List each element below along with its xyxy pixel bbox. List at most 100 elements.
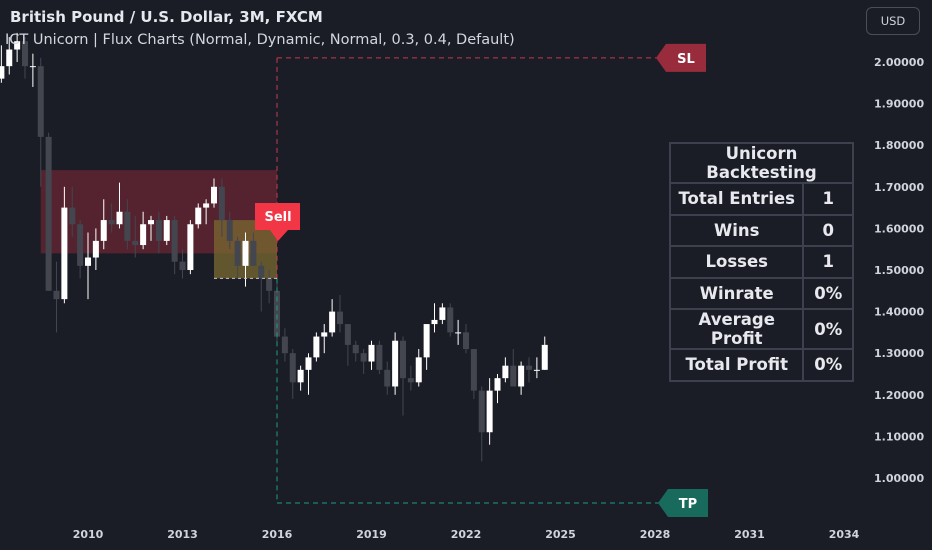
sl-tag-shape <box>656 43 706 72</box>
x-tick-label: 2028 <box>640 528 671 541</box>
sell-label: Sell <box>264 210 291 225</box>
candle-body <box>203 203 210 208</box>
candle-body <box>100 220 107 241</box>
y-tick-label: 1.30000 <box>874 347 924 360</box>
row-label: Total Entries <box>668 182 805 216</box>
candle-body <box>541 344 548 370</box>
candle-body <box>439 307 446 320</box>
candle-body <box>455 332 462 334</box>
candle-body <box>352 344 359 354</box>
candle-body <box>415 357 422 383</box>
x-tick-label: 2019 <box>356 528 387 541</box>
candle-body <box>266 278 273 291</box>
sell-tag-shape <box>255 203 300 241</box>
y-tick-label: 1.40000 <box>874 306 924 319</box>
candle-body <box>250 240 257 266</box>
y-tick-label: 1.20000 <box>874 389 924 402</box>
candle-body <box>510 365 517 387</box>
candle-body <box>61 207 68 300</box>
candle-body <box>526 365 532 370</box>
row-value: 0% <box>802 276 854 310</box>
candle-body <box>37 66 44 137</box>
sl-label: SL <box>677 52 695 67</box>
sl-tag: SL <box>656 43 706 72</box>
backtest-table: Unicorn Backtesting Total Entries 1 Wins 0… <box>668 142 854 382</box>
tp-tag: TP <box>658 488 708 517</box>
y-tick-label: 1.00000 <box>874 472 924 485</box>
candle-body <box>313 336 320 358</box>
indicator-label[interactable]: ICT Unicorn | Flux Charts (Normal, Dynam… <box>5 32 515 48</box>
row-label: Wins <box>668 213 805 247</box>
chart-title: British Pound / U.S. Dollar, 3M, FXCM <box>10 8 323 26</box>
candle-body <box>407 378 414 383</box>
candle-body <box>211 186 217 204</box>
candle-body <box>502 365 509 379</box>
row-value: 1 <box>802 182 854 216</box>
candle-body <box>463 332 469 350</box>
candle-body <box>45 136 52 291</box>
candle-body <box>155 220 162 241</box>
x-tick-label: 2013 <box>167 528 198 541</box>
candle-body <box>6 49 13 67</box>
table-row: Average Profit 0% <box>668 308 854 350</box>
candle-body <box>92 240 99 258</box>
row-value: 1 <box>802 245 854 279</box>
candle-body <box>77 224 84 266</box>
candle-body <box>344 324 351 345</box>
candle-body <box>22 41 28 67</box>
candle-body <box>289 353 296 383</box>
table-row: Winrate 0% <box>668 276 854 310</box>
x-tick-label: 2031 <box>734 528 765 541</box>
candle-body <box>140 224 147 246</box>
row-label: Total Profit <box>668 348 805 382</box>
candle-body <box>305 357 312 370</box>
candle-body <box>29 66 36 68</box>
candle-body <box>258 265 265 279</box>
candle-body <box>431 319 438 325</box>
x-tick-label: 2034 <box>829 528 860 541</box>
candle-body <box>384 369 391 387</box>
table-row: Total Entries 1 <box>668 182 854 216</box>
candle-body <box>274 290 280 337</box>
candle-body <box>179 261 186 270</box>
x-tick-label: 2022 <box>451 528 482 541</box>
candle-body <box>14 41 21 50</box>
y-tick-label: 1.10000 <box>874 430 924 443</box>
table-row: Losses 1 <box>668 245 854 279</box>
candle-body <box>116 211 123 225</box>
candle-body <box>187 224 194 270</box>
candle-body <box>533 369 540 371</box>
table-row: Total Profit 0% <box>668 348 854 382</box>
candle-body <box>124 211 131 241</box>
candle-body <box>195 207 202 225</box>
candle-body <box>297 369 304 383</box>
candle-body <box>226 220 233 241</box>
row-value: 0% <box>802 308 854 350</box>
candle-body <box>53 290 60 300</box>
candle-body <box>518 365 525 387</box>
currency-button[interactable]: USD <box>866 7 920 35</box>
candle-body <box>234 240 241 266</box>
candle-body <box>337 311 343 325</box>
y-tick-label: 2.00000 <box>874 56 924 69</box>
candle-body <box>478 390 485 433</box>
row-label: Average Profit <box>668 308 805 350</box>
backtest-title: Unicorn Backtesting <box>669 142 854 184</box>
tp-tag-shape <box>658 488 708 517</box>
x-tick-label: 2010 <box>73 528 104 541</box>
candle-body <box>486 390 493 433</box>
x-tick-label: 2016 <box>262 528 293 541</box>
row-label: Losses <box>668 245 805 279</box>
candle-body <box>400 340 406 379</box>
row-value: 0% <box>802 348 854 382</box>
candle-body <box>171 220 178 262</box>
candle-body <box>148 220 154 225</box>
candle-body <box>242 240 249 266</box>
y-tick-label: 1.80000 <box>874 139 924 152</box>
candle-body <box>163 220 170 241</box>
candle-body <box>470 349 477 391</box>
candle-body <box>447 307 454 333</box>
sell-tag: Sell <box>255 203 300 241</box>
